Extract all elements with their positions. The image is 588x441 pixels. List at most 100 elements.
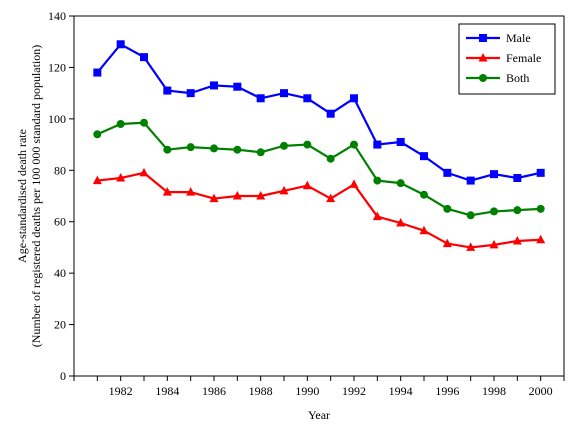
data-point-female [349, 179, 359, 188]
legend-item-female: Female [466, 51, 541, 65]
legend-item-both: Both [466, 71, 529, 85]
data-point-both [536, 204, 545, 213]
data-point-both [140, 118, 148, 127]
legend-label: Male [506, 31, 531, 45]
x-tick-label: 1990 [295, 384, 319, 398]
data-point-female [536, 234, 546, 244]
legend-label: Both [506, 71, 529, 85]
data-point-male [536, 168, 545, 177]
x-tick-label: 1986 [202, 384, 226, 398]
data-point-male [93, 68, 102, 77]
data-point-both [466, 211, 475, 220]
data-point-female [396, 218, 406, 227]
data-point-female [116, 173, 126, 182]
data-point-female [232, 191, 242, 200]
series-line-female [97, 171, 541, 249]
data-point-both [116, 120, 125, 128]
x-tick-label: 1992 [342, 384, 366, 398]
data-point-female [419, 225, 429, 235]
data-point-female [466, 242, 476, 251]
data-point-both [350, 140, 358, 149]
data-point-female [139, 167, 149, 177]
data-point-female [442, 238, 452, 248]
data-point-both [513, 206, 522, 215]
data-point-male [140, 53, 148, 62]
data-point-both [420, 190, 428, 199]
data-point-male [280, 89, 288, 98]
y-tick-label: 60 [54, 215, 66, 229]
x-tick-label: 1988 [249, 384, 273, 398]
x-tick-label: 1982 [109, 384, 133, 398]
y-axis-title-line-2: (Number of registered deaths per 100 000… [29, 45, 43, 348]
data-point-male [373, 140, 382, 149]
data-point-male [163, 86, 172, 95]
legend: Male Female Both [458, 23, 556, 95]
plot-border [73, 15, 565, 377]
series-layer [92, 40, 546, 251]
y-tick-label: 80 [54, 163, 66, 177]
data-point-both [396, 179, 405, 188]
data-point-male [466, 176, 475, 185]
data-point-female [372, 211, 382, 221]
legend-item-male: Male [466, 31, 531, 45]
data-point-male [233, 82, 242, 91]
data-point-both [443, 204, 452, 213]
data-point-both [326, 154, 335, 163]
x-axis: 1982 1984 1986 1988 1990 1992 1994 1996 1998 2000 [73, 376, 565, 398]
data-point-both [373, 176, 382, 185]
legend-label: Female [506, 51, 541, 65]
x-tick-label: 1984 [155, 384, 179, 398]
data-point-female [302, 180, 312, 190]
series-line-both [96, 121, 541, 217]
data-point-female [279, 185, 289, 195]
data-point-male [443, 168, 452, 177]
data-point-both [163, 145, 172, 154]
data-point-both [303, 140, 312, 149]
data-point-both [256, 148, 265, 157]
legend-marker-female [478, 53, 488, 62]
plot-area [73, 15, 565, 377]
data-point-both [280, 141, 288, 150]
x-tick-label: 1994 [389, 384, 413, 398]
data-point-male [396, 138, 405, 146]
data-point-male [326, 109, 335, 118]
x-tick-label: 2000 [529, 384, 553, 398]
y-axis: 0 20 40 60 80 100 120 140 [48, 9, 74, 383]
y-tick-label: 140 [48, 9, 66, 23]
y-tick-label: 120 [48, 60, 66, 74]
data-point-male [303, 94, 312, 103]
series-male [93, 40, 545, 185]
y-axis-title-line-1: Age-standardised death rate [15, 129, 29, 263]
data-point-male [420, 152, 428, 161]
data-point-male [513, 174, 522, 182]
data-point-both [490, 207, 498, 216]
y-tick-label: 20 [54, 318, 66, 332]
data-point-male [256, 94, 265, 103]
data-point-female [489, 239, 499, 249]
data-point-female [512, 236, 522, 245]
data-point-both [93, 130, 102, 139]
y-tick-label: 40 [54, 266, 66, 280]
data-point-female [256, 191, 266, 200]
data-point-female [209, 193, 219, 203]
x-tick-label: 1996 [435, 384, 459, 398]
data-point-both [186, 143, 195, 152]
data-point-male [210, 81, 218, 90]
data-point-female [162, 187, 172, 196]
legend-marker-both [479, 74, 487, 82]
data-point-female [186, 187, 196, 196]
data-point-male [490, 170, 498, 179]
data-point-female [326, 193, 336, 203]
y-tick-label: 0 [60, 369, 66, 383]
x-axis-title: Year [308, 408, 330, 422]
legend-marker-male [479, 34, 487, 42]
y-tick-label: 100 [48, 112, 66, 126]
data-point-male [350, 94, 358, 103]
x-tick-label: 1998 [482, 384, 506, 398]
data-point-both [233, 145, 242, 154]
data-point-both [210, 144, 218, 153]
series-both [93, 118, 545, 220]
data-point-male [186, 89, 195, 98]
series-female [92, 167, 546, 251]
